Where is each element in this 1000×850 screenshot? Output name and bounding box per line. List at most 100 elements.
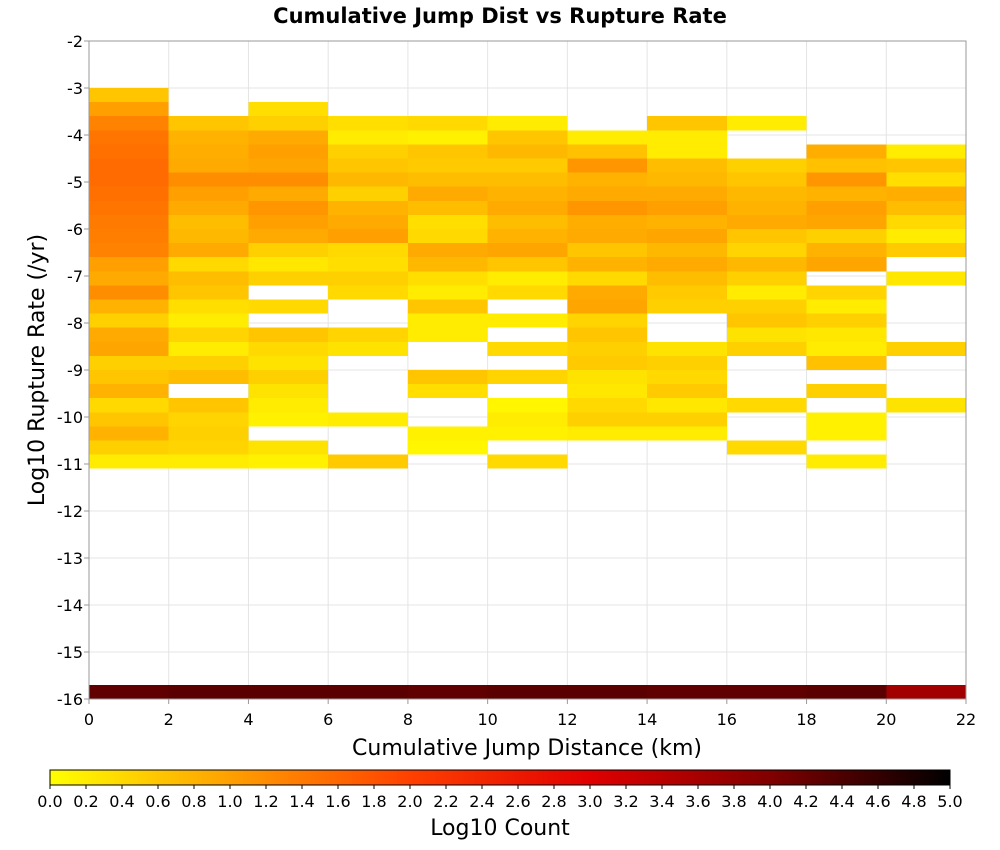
heatmap-cell [886, 158, 966, 173]
heatmap-cell [248, 454, 329, 469]
heatmap-cell [89, 454, 169, 469]
heatmap-cell [806, 412, 887, 427]
heatmap-cell [886, 243, 966, 258]
colorbar-tick-label: 3.4 [649, 792, 674, 811]
heatmap-cell [806, 454, 887, 469]
x-tick-label: 4 [243, 710, 253, 729]
colorbar-tick-label: 2.0 [397, 792, 422, 811]
heatmap-cell [647, 186, 727, 201]
heatmap-cell [328, 271, 408, 286]
heatmap-cell [248, 102, 329, 117]
heatmap-cell [886, 271, 966, 286]
heatmap-cell [89, 426, 169, 441]
heatmap-cell [567, 243, 648, 258]
heatmap-cell [407, 229, 488, 244]
heatmap-cell [89, 440, 169, 455]
heatmap-cell [886, 186, 966, 201]
heatmap-cell [168, 684, 249, 699]
heatmap-cell [168, 370, 249, 385]
y-tick-label: -16 [57, 690, 83, 709]
colorbar-tick-label: 0.2 [73, 792, 98, 811]
heatmap-cell [328, 130, 408, 145]
heatmap-cell [806, 285, 887, 300]
heatmap-cell [487, 243, 568, 258]
heatmap-cell [89, 116, 169, 131]
heatmap-cell [89, 214, 169, 229]
heatmap-cell [407, 116, 488, 131]
heatmap-cell [248, 355, 329, 370]
y-tick-label: -3 [67, 79, 83, 98]
heatmap-cell [647, 271, 727, 286]
heatmap-cell [407, 285, 488, 300]
colorbar-tick-label: 5.0 [937, 792, 962, 811]
x-tick-label: 10 [477, 710, 497, 729]
heatmap-cell [726, 257, 807, 272]
heatmap-cell [647, 144, 727, 159]
heatmap-cell [487, 257, 568, 272]
heatmap-cell [806, 299, 887, 314]
x-tick-label: 22 [956, 710, 976, 729]
heatmap-cell [487, 144, 568, 159]
heatmap-cell [806, 684, 887, 699]
heatmap-cell [726, 313, 807, 328]
y-tick-label: -11 [57, 455, 83, 474]
heatmap-cell [328, 285, 408, 300]
heatmap-cell [407, 440, 488, 455]
heatmap-cell [89, 158, 169, 173]
heatmap-cell [168, 426, 249, 441]
chart-title: Cumulative Jump Dist vs Rupture Rate [273, 4, 727, 28]
heatmap-cell [89, 200, 169, 215]
heatmap-cell [248, 116, 329, 131]
heatmap-cell [886, 684, 966, 699]
heatmap-cell [89, 88, 169, 103]
y-tick-label: -15 [57, 643, 83, 662]
heatmap-cell [168, 440, 249, 455]
x-tick-label: 14 [637, 710, 657, 729]
heatmap-cell [487, 158, 568, 173]
heatmap-cell [726, 271, 807, 286]
heatmap-cell [89, 398, 169, 413]
heatmap-cell [328, 229, 408, 244]
heatmap-cell [487, 370, 568, 385]
heatmap-cell [168, 398, 249, 413]
heatmap-cell [806, 313, 887, 328]
heatmap-cell [806, 257, 887, 272]
y-tick-label: -13 [57, 549, 83, 568]
heatmap-cell [567, 158, 648, 173]
heatmap-cell [567, 299, 648, 314]
heatmap-cell [567, 313, 648, 328]
heatmap-cell [726, 116, 807, 131]
heatmap-cell [726, 214, 807, 229]
heatmap-cell [407, 172, 488, 187]
heatmap-cell [647, 684, 727, 699]
x-tick-label: 6 [323, 710, 333, 729]
heatmap-cell [806, 172, 887, 187]
heatmap-cell [487, 200, 568, 215]
heatmap-cell [168, 229, 249, 244]
heatmap-cell [806, 186, 887, 201]
heatmap-cell [726, 243, 807, 258]
heatmap-cell [726, 299, 807, 314]
heatmap-cell [726, 172, 807, 187]
heatmap-cell [647, 116, 727, 131]
heatmap-cell [806, 384, 887, 399]
heatmap-cell [886, 172, 966, 187]
heatmap-cell [168, 172, 249, 187]
heatmap-cell [89, 299, 169, 314]
x-tick-label: 12 [557, 710, 577, 729]
heatmap-cell [248, 299, 329, 314]
heatmap-cell [328, 341, 408, 356]
heatmap-cell [487, 229, 568, 244]
heatmap-cell [726, 341, 807, 356]
heatmap-cell [806, 144, 887, 159]
colorbar-tick-label: 1.6 [325, 792, 350, 811]
heatmap-cell [328, 454, 408, 469]
heatmap-cell [806, 229, 887, 244]
heatmap-cell [407, 144, 488, 159]
heatmap-cell [328, 144, 408, 159]
heatmap-cell [647, 355, 727, 370]
heatmap-cell [567, 130, 648, 145]
colorbar-tick-label: 3.8 [721, 792, 746, 811]
x-tick-label: 0 [84, 710, 94, 729]
heatmap-cell [487, 313, 568, 328]
